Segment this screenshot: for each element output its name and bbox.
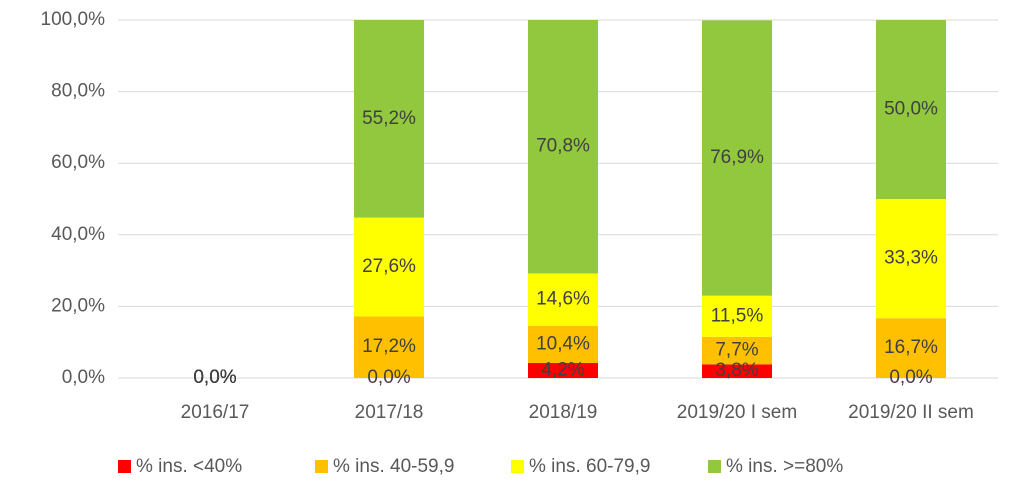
- value-label: 50,0%: [884, 99, 938, 120]
- y-tick-label: 60,0%: [51, 152, 105, 173]
- x-tick-label: 2019/20 I sem: [677, 402, 797, 423]
- legend-swatch: [511, 460, 524, 473]
- bar-segment: [702, 336, 772, 365]
- value-label: 0,0%: [193, 367, 236, 388]
- bar-segment: [528, 362, 598, 378]
- legend-label: % ins. 40-59,9: [333, 456, 454, 477]
- bar-segment: [876, 318, 946, 378]
- legend-swatch: [708, 460, 721, 473]
- bar-segment: [702, 364, 772, 378]
- value-label: 27,6%: [362, 256, 416, 277]
- x-tick-label: 2017/18: [355, 402, 424, 423]
- bar-segment: [876, 199, 946, 319]
- bar-segment: [354, 316, 424, 378]
- x-tick-label: 2018/19: [529, 402, 598, 423]
- y-tick-label: 0,0%: [62, 367, 105, 388]
- value-label: 76,9%: [710, 147, 764, 168]
- legend-label: % ins. <40%: [136, 456, 242, 477]
- y-tick-label: 100,0%: [41, 9, 106, 30]
- value-label: 10,4%: [536, 333, 590, 354]
- value-label: 70,8%: [536, 136, 590, 157]
- bar-segment: [876, 20, 946, 199]
- value-label: 11,5%: [711, 305, 764, 326]
- value-label: 7,7%: [715, 340, 758, 361]
- x-tick-label: 2016/17: [181, 402, 250, 423]
- value-label: 3,8%: [715, 360, 758, 381]
- value-label: 14,6%: [536, 289, 590, 310]
- bar-segment: [528, 20, 598, 274]
- y-tick-label: 80,0%: [51, 81, 105, 102]
- value-label: 4,2%: [541, 359, 584, 380]
- bar-segment: [528, 325, 598, 363]
- bar-segment: [354, 217, 424, 317]
- bar-segment: [354, 20, 424, 218]
- bar-segment: [702, 20, 772, 296]
- value-label: 33,3%: [884, 248, 938, 269]
- legend-swatch: [315, 460, 328, 473]
- value-label: 0,0%: [367, 367, 410, 388]
- legend-label: % ins. 60-79,9: [529, 456, 650, 477]
- bar-segment: [702, 295, 772, 337]
- legend-label: % ins. >=80%: [726, 456, 843, 477]
- x-tick-label: 2019/20 II sem: [848, 402, 974, 423]
- legend-swatch: [118, 460, 131, 473]
- value-label: 0,0%: [193, 367, 236, 388]
- y-tick-label: 40,0%: [51, 224, 105, 245]
- value-label: 0,0%: [193, 367, 236, 388]
- bar-segment: [528, 273, 598, 326]
- y-tick-label: 20,0%: [51, 295, 105, 316]
- value-label: 16,7%: [884, 337, 938, 358]
- value-label: 0,0%: [193, 367, 236, 388]
- value-label: 17,2%: [362, 336, 416, 357]
- value-label: 0,0%: [889, 367, 932, 388]
- value-label: 55,2%: [362, 108, 416, 129]
